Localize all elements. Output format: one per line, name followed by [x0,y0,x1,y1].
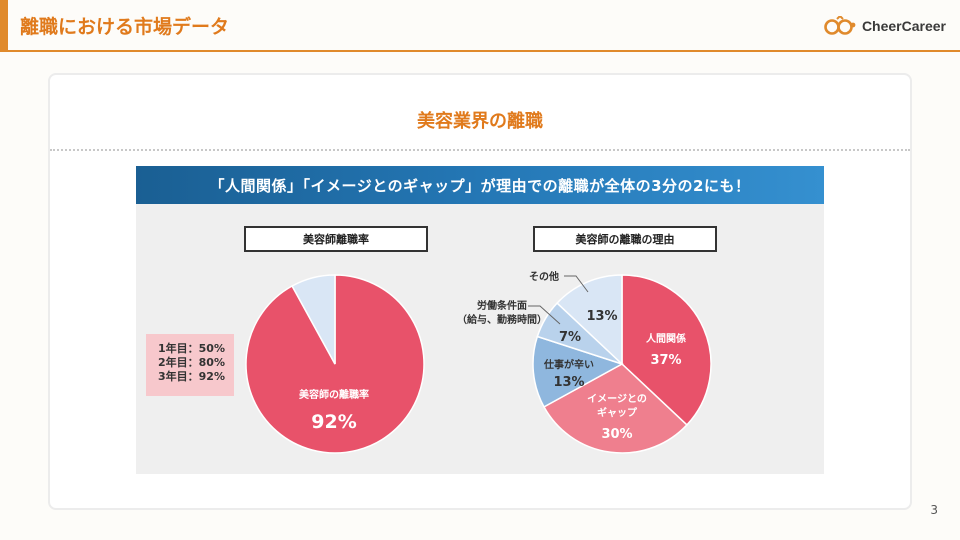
cheercareer-logo-icon [824,16,856,35]
turnover-reason-slice-0 [621,274,712,426]
other-leader-line [564,275,589,293]
turnover-rate-pie [245,274,425,454]
turnover-reason-slice-4 [556,274,623,366]
slice-label-human: 人間関係 [646,332,686,345]
turnover-reasons-pie [532,274,712,454]
brand-logo: CheerCareer [823,14,946,38]
pie-left-value: 92% [311,411,356,433]
slice-label-other: その他 [529,270,559,283]
yearly-rates-box: 1年目：50% 2年目：80% 3年目：92% [146,334,234,396]
slice-value-human: 37% [650,353,681,368]
slice-label-gap-1: イメージとの [587,393,647,405]
rate-year-2: 2年目：80% [158,356,225,369]
slice-value-other: 13% [586,309,617,324]
slice-label-gap-2: ギャップ [597,406,638,419]
turnover-reason-slice-1 [542,363,688,454]
slide-title: 離職における市場データ [20,16,230,38]
pie-charts: 美容師の離職率 92% 人間関係 37% イメージとの ギャップ 30% 仕事が… [245,270,712,454]
pie-left-label: 美容師の離職率 [299,388,369,401]
slice-value-labor: 7% [559,330,581,345]
header-accent-bar [0,0,8,50]
rate-year-1: 1年目：50% [158,342,225,355]
turnover-rate-slice-1 [291,274,336,365]
right-panel-label: 美容師の離職の理由 [533,226,717,252]
left-panel-label: 美容師離職率 [244,226,428,252]
slice-label-labor-2: （給与、勤務時間） [457,313,547,326]
page-number: 3 [930,503,938,517]
turnover-reason-slice-2 [532,335,624,408]
slice-label-work: 仕事が辛い [543,358,594,371]
slice-value-gap: 30% [601,427,632,442]
labor-leader-line [528,305,561,325]
infographic-banner: 「人間関係」「イメージとのギャップ」が理由での離職が全体の3分の2にも！ [136,166,824,204]
slice-label-labor-1: 労働条件面 [477,299,527,312]
rate-year-3: 3年目：92% [158,370,225,383]
slide-header: 離職における市場データ CheerCareer [0,0,960,52]
dotted-divider [50,149,910,151]
logo-text: CheerCareer [861,18,946,34]
slice-value-work: 13% [553,375,584,390]
card-title: 美容業界の離職 [417,111,543,132]
infographic: 「人間関係」「イメージとのギャップ」が理由での離職が全体の3分の2にも！ 美容師… [136,166,824,474]
